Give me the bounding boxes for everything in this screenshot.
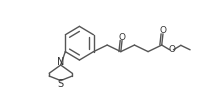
Text: O: O bbox=[159, 26, 167, 35]
Text: O: O bbox=[119, 33, 126, 42]
Text: N: N bbox=[57, 57, 64, 67]
Text: S: S bbox=[58, 79, 64, 89]
Text: O: O bbox=[168, 45, 175, 54]
